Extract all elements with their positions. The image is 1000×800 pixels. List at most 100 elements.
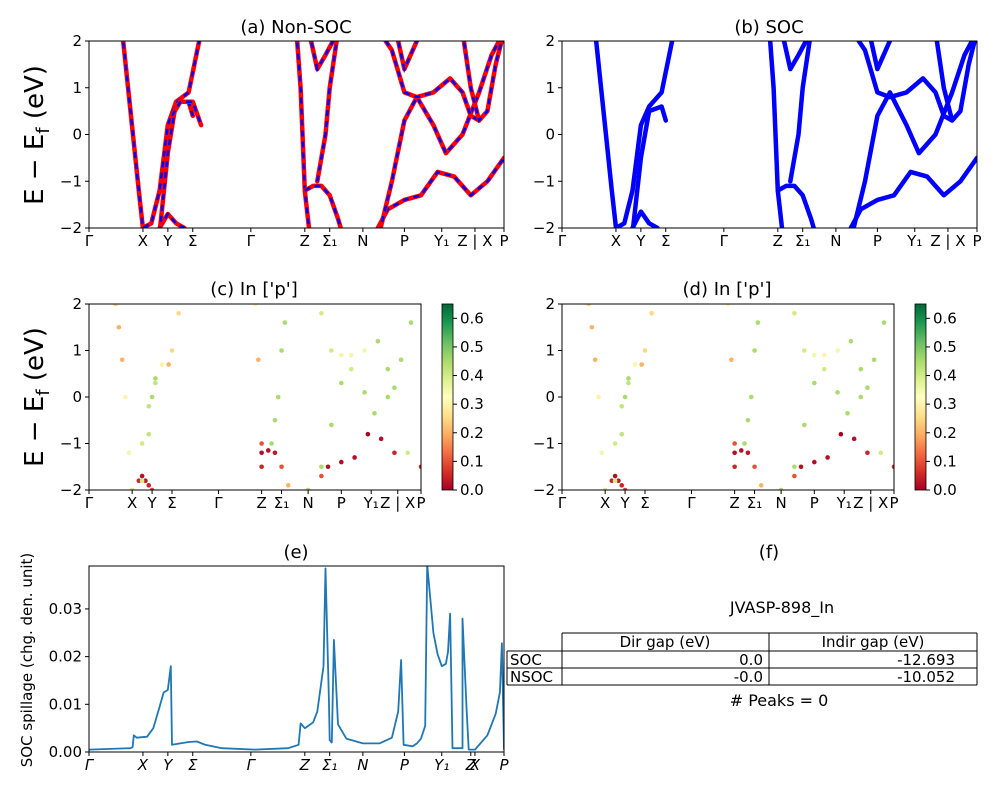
xtick-label: Γ (558, 232, 567, 250)
band-point (778, 487, 784, 490)
band-point (385, 366, 391, 372)
table-header-dir-gap: Dir gap (eV) (620, 633, 711, 651)
ytick-label: 0.00 (49, 743, 82, 761)
table-cell-nsoc-dir-gap: -0.0 (734, 668, 763, 686)
band-point (639, 362, 644, 367)
ytick-label: 2 (72, 295, 82, 313)
band-line-overlay (316, 41, 338, 182)
band-point (149, 487, 155, 490)
panel-e-ylabel: SOC spillage (chg. den. unit) (18, 553, 36, 768)
band-point (319, 311, 324, 316)
xtick-label: Σ (661, 232, 670, 250)
band-line (868, 41, 893, 72)
band-point (272, 417, 278, 423)
ytick-label: 0 (545, 126, 555, 144)
band-line-overlay (158, 211, 186, 228)
band-point (272, 450, 278, 456)
panel-d-frame (561, 303, 895, 491)
xtick-label: Σ₁ (747, 494, 763, 512)
panel-a-plot: −2 −1 0 1 2 Γ X Y Σ Γ Z Σ₁ N P Y₁ Z | X P (60, 32, 509, 250)
band-point (802, 348, 807, 353)
band-point (738, 448, 744, 453)
band-point (881, 320, 887, 325)
ytick-label: −2 (533, 219, 555, 237)
band-point (329, 348, 334, 353)
band-point (602, 487, 608, 490)
band-point (143, 478, 148, 484)
band-point (339, 352, 344, 358)
band-line-overlay (121, 41, 201, 228)
band-point (835, 348, 840, 353)
ytick-label: 0.03 (49, 600, 82, 618)
xtick-label: Y (162, 232, 173, 250)
band-point (319, 473, 324, 479)
band-point (146, 483, 152, 488)
table-cell-soc-indir-gap: -12.693 (897, 651, 955, 669)
band-point (732, 464, 737, 470)
band-point (348, 366, 354, 372)
spillage-line (89, 566, 504, 751)
band-point (755, 320, 761, 325)
xtick-label: Σ₁ (274, 494, 290, 512)
colorbar-tick-label: 0.0 (933, 481, 957, 499)
colorbar-tick-label: 0.6 (933, 309, 957, 327)
band-point (259, 450, 264, 456)
band-point (375, 338, 381, 344)
xtick-label: N (830, 232, 841, 250)
band-point (619, 483, 625, 488)
xtick-label: Γ (687, 494, 696, 512)
band-point (729, 357, 734, 363)
panel-a-non-soc: (a) Non-SOC E − Ef (eV) −2 −1 0 1 2 Γ X Y Σ Γ Z Σ₁ N… (20, 17, 509, 250)
band-point (279, 348, 284, 353)
colorbar-tick-label: 0.1 (460, 452, 484, 470)
band-point (619, 404, 625, 409)
panel-c-colorbar-ticks: 0.0 0.1 0.2 0.3 0.4 0.5 0.6 (453, 309, 484, 499)
ytick-label: 2 (545, 32, 555, 50)
gap-table: Dir gap (eV) Indir gap (eV) SOC 0.0 -12.… (506, 632, 978, 686)
band-point (612, 441, 618, 446)
colorbar-tick-label: 0.2 (460, 424, 484, 442)
xtick-label: Σ (640, 494, 649, 512)
band-point (792, 311, 797, 316)
band-point (622, 394, 628, 400)
ytick-label: 0 (545, 388, 555, 406)
band-point (858, 366, 864, 372)
band-point (838, 431, 844, 437)
xtick-label: Z | X (380, 494, 415, 512)
panel-b-frame (561, 40, 978, 229)
colorbar-tick-label: 0.3 (933, 395, 957, 413)
band-line-overlay (384, 41, 480, 122)
xtick-label: X (137, 756, 149, 774)
band-point (612, 473, 618, 479)
ytick-label: 2 (72, 32, 82, 50)
band-point (865, 450, 870, 456)
band-line (851, 41, 975, 228)
xtick-label: Y₁ (434, 756, 449, 774)
xtick-label: P (400, 232, 409, 250)
xtick-label: Z (299, 756, 311, 774)
band-point (126, 450, 132, 456)
band-point (139, 441, 145, 446)
band-point (252, 304, 258, 307)
band-point (871, 357, 877, 363)
ytick-label: 1 (545, 79, 555, 97)
ytick-label: 1 (72, 79, 82, 97)
band-point (858, 394, 864, 400)
xtick-label: Y₁ (363, 494, 379, 512)
band-point (392, 450, 397, 456)
band-point (256, 357, 261, 363)
xtick-label: Γ (85, 756, 95, 774)
band-point (825, 455, 830, 460)
xtick-label: Y (146, 494, 157, 512)
band-point (812, 459, 817, 465)
colorbar-tick-label: 0.6 (460, 309, 484, 327)
xtick-label: X (138, 232, 148, 250)
table-header-indir-gap: Indir gap (eV) (822, 633, 925, 651)
panel-e-title: (e) (283, 542, 308, 563)
band-line (848, 155, 977, 228)
xtick-label: P (400, 756, 410, 774)
ytick-label: 2 (545, 295, 555, 313)
band-line-overlay (379, 41, 501, 228)
xtick-label: Z | X (930, 232, 965, 250)
